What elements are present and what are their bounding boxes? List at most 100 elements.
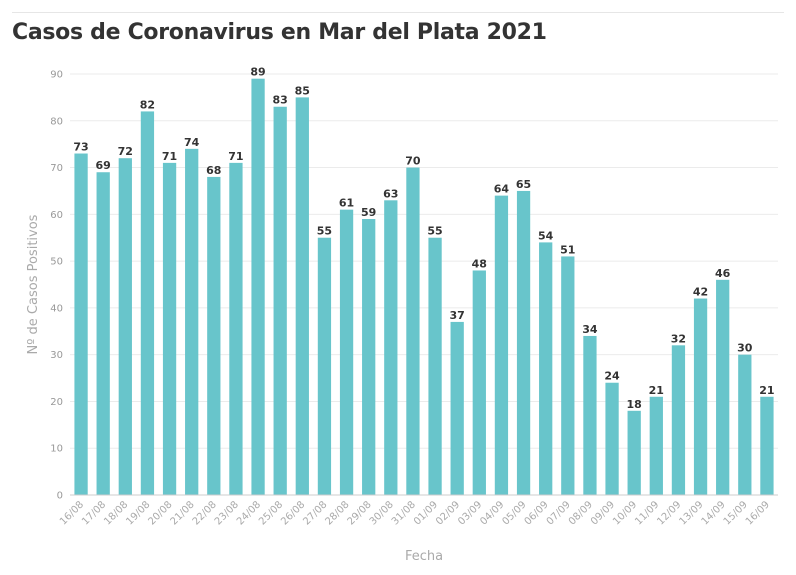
data-label: 30: [737, 342, 753, 355]
bar: [384, 200, 398, 496]
y-tick-label: 10: [50, 444, 63, 455]
x-tick-label: 08/09: [567, 499, 595, 527]
data-label: 21: [649, 384, 664, 397]
y-axis-title: Nº de Casos Positivos: [26, 214, 41, 354]
x-tick-label: 15/09: [722, 499, 750, 527]
x-tick-label: 02/09: [434, 499, 462, 527]
x-tick-label: 09/09: [589, 499, 617, 527]
x-tick-label: 22/08: [191, 499, 219, 527]
bar: [450, 321, 464, 495]
data-label: 32: [671, 332, 686, 345]
x-tick-label: 18/08: [102, 499, 130, 527]
y-tick-label: 70: [50, 163, 63, 174]
bar: [760, 396, 774, 495]
data-label: 37: [450, 309, 465, 322]
data-label: 51: [560, 243, 575, 256]
data-label: 89: [250, 66, 265, 79]
x-tick-label: 05/09: [501, 499, 529, 527]
data-label: 61: [339, 197, 354, 210]
data-label: 71: [228, 150, 243, 163]
x-tick-label: 16/09: [744, 499, 772, 527]
bar: [649, 396, 663, 495]
data-label: 85: [295, 84, 310, 97]
bar: [716, 279, 730, 495]
data-label: 74: [184, 136, 200, 149]
x-tick-label: 19/08: [124, 499, 152, 527]
y-tick-label: 30: [50, 350, 63, 361]
x-tick-label: 12/09: [655, 499, 683, 527]
data-label: 34: [582, 323, 598, 336]
x-tick-label: 14/09: [700, 499, 728, 527]
bar: [251, 78, 265, 495]
x-tick-label: 23/08: [213, 499, 241, 527]
x-tick-label: 17/08: [80, 499, 108, 527]
data-label: 83: [273, 94, 288, 107]
data-label: 48: [472, 257, 487, 270]
data-label: 82: [140, 98, 155, 111]
x-tick-label: 26/08: [279, 499, 307, 527]
data-label: 71: [162, 150, 177, 163]
data-label: 59: [361, 206, 376, 219]
bar: [693, 298, 708, 495]
bar: [583, 335, 597, 495]
y-tick-label: 50: [50, 257, 63, 268]
bar: [229, 162, 243, 495]
y-tick-label: 40: [50, 303, 63, 314]
x-tick-label: 01/09: [412, 499, 440, 527]
bar: [428, 237, 442, 495]
data-label: 55: [427, 225, 442, 238]
data-label: 18: [627, 398, 642, 411]
data-labels: 73 69 72 82 71 74 68 71 89 83 85 55 61 59 63 70 55 37 48 64…: [73, 66, 774, 411]
top-divider: [12, 12, 784, 13]
bar: [273, 106, 287, 495]
x-axis-ticks: 16/0817/0818/0819/0820/0821/0822/0823/08…: [58, 499, 772, 527]
data-label: 70: [405, 155, 421, 168]
x-tick-label: 20/08: [147, 499, 175, 527]
bar: [494, 195, 509, 495]
x-tick-label: 10/09: [611, 499, 639, 527]
x-tick-label: 06/09: [523, 499, 551, 527]
bar: [295, 97, 309, 495]
bar: [406, 167, 420, 496]
x-tick-label: 16/08: [58, 499, 86, 527]
x-tick-label: 24/08: [235, 499, 263, 527]
bars: [74, 78, 774, 496]
bar: [162, 162, 177, 495]
bar: [738, 354, 752, 495]
chart-title: Casos de Coronavirus en Mar del Plata 20…: [12, 20, 547, 45]
x-tick-label: 07/09: [545, 499, 573, 527]
x-tick-label: 31/08: [390, 499, 418, 527]
bar: [317, 237, 332, 495]
data-label: 65: [516, 178, 531, 191]
x-tick-label: 25/08: [257, 499, 285, 527]
data-label: 46: [715, 267, 731, 280]
y-axis-ticks: 0 10 20 30 40 50 60 70 80 90: [50, 70, 63, 502]
bar: [671, 345, 686, 495]
y-tick-label: 0: [57, 491, 63, 502]
y-tick-label: 20: [50, 397, 63, 408]
data-label: 21: [759, 384, 774, 397]
data-label: 69: [96, 159, 111, 172]
bar: [627, 410, 641, 495]
data-label: 72: [118, 145, 133, 158]
y-tick-label: 60: [50, 210, 63, 221]
bar: [539, 242, 553, 495]
bar: [605, 382, 619, 495]
data-label: 55: [317, 225, 332, 238]
x-axis-title: Fecha: [405, 549, 443, 564]
bar: [140, 111, 155, 495]
x-tick-label: 27/08: [301, 499, 329, 527]
x-tick-label: 13/09: [678, 499, 706, 527]
y-tick-label: 90: [50, 70, 63, 81]
bar: [207, 176, 221, 495]
data-label: 68: [206, 164, 221, 177]
data-label: 42: [693, 286, 708, 299]
data-label: 24: [604, 370, 620, 383]
x-tick-label: 29/08: [346, 499, 374, 527]
bar: [561, 256, 575, 495]
x-tick-label: 30/08: [368, 499, 396, 527]
x-tick-label: 11/09: [633, 499, 661, 527]
bar: [339, 209, 354, 495]
y-tick-label: 80: [50, 116, 63, 127]
